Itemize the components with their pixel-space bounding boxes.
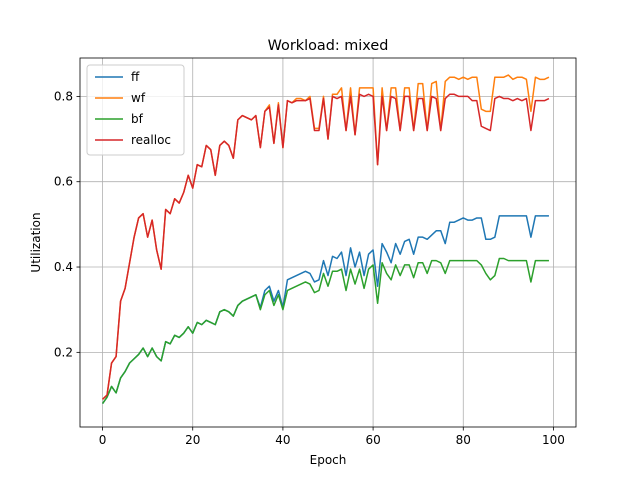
y-tick-label: 0.8 — [54, 89, 73, 103]
grid — [80, 58, 576, 427]
legend: ff wf bf realloc — [86, 64, 185, 156]
x-tick-label: 60 — [365, 433, 380, 447]
x-tick-label: 40 — [275, 433, 290, 447]
y-tick-label: 0.4 — [54, 260, 73, 274]
legend-box — [86, 64, 185, 156]
legend-label-bf: bf — [131, 112, 144, 126]
series-lines — [101, 74, 550, 404]
legend-label-ff: ff — [131, 70, 140, 84]
chart-title: Workload: mixed — [268, 38, 389, 54]
x-tick-label: 0 — [99, 433, 107, 447]
series-line-bf — [101, 257, 549, 404]
legend-label-wf: wf — [131, 91, 146, 105]
ticks: 0 20 40 60 80 100 0.2 0.4 0.6 0.8 — [54, 89, 565, 447]
y-axis-label: Utilization — [29, 212, 43, 272]
y-tick-label: 0.2 — [54, 345, 73, 359]
x-axis-label: Epoch — [310, 453, 347, 467]
axes-frame — [79, 57, 577, 428]
x-tick-label: 100 — [542, 433, 565, 447]
x-tick-label: 20 — [185, 433, 200, 447]
y-tick-label: 0.6 — [54, 175, 73, 189]
x-tick-label: 80 — [456, 433, 471, 447]
legend-label-realloc: realloc — [131, 133, 171, 147]
series-line-realloc — [102, 93, 550, 400]
